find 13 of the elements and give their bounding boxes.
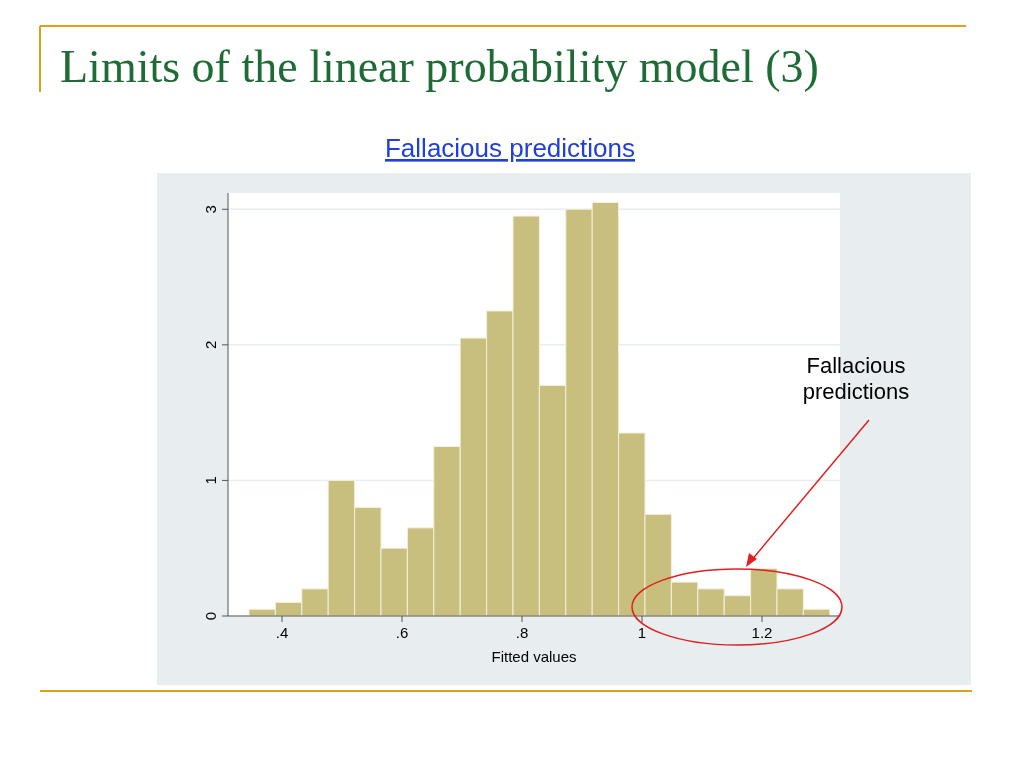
- chart-subtitle: Fallacious predictions: [384, 133, 636, 163]
- y-tick-label: 0: [202, 611, 219, 621]
- x-tick-label: .6: [395, 624, 409, 641]
- y-tick-label: 3: [202, 205, 219, 214]
- x-tick-label: .4: [275, 624, 289, 641]
- y-tick-label: 1: [202, 476, 219, 485]
- y-tick-label: 2: [202, 340, 219, 350]
- x-tick-label: 1.2: [751, 624, 773, 641]
- x-tick-label: 1: [637, 624, 647, 641]
- x-axis-title: Fitted values: [491, 648, 577, 665]
- annotation: Fallacious predictions: [802, 353, 910, 404]
- x-tick-label: .8: [515, 624, 529, 641]
- chart-title: Limits of the linear probability model (3): [60, 41, 819, 92]
